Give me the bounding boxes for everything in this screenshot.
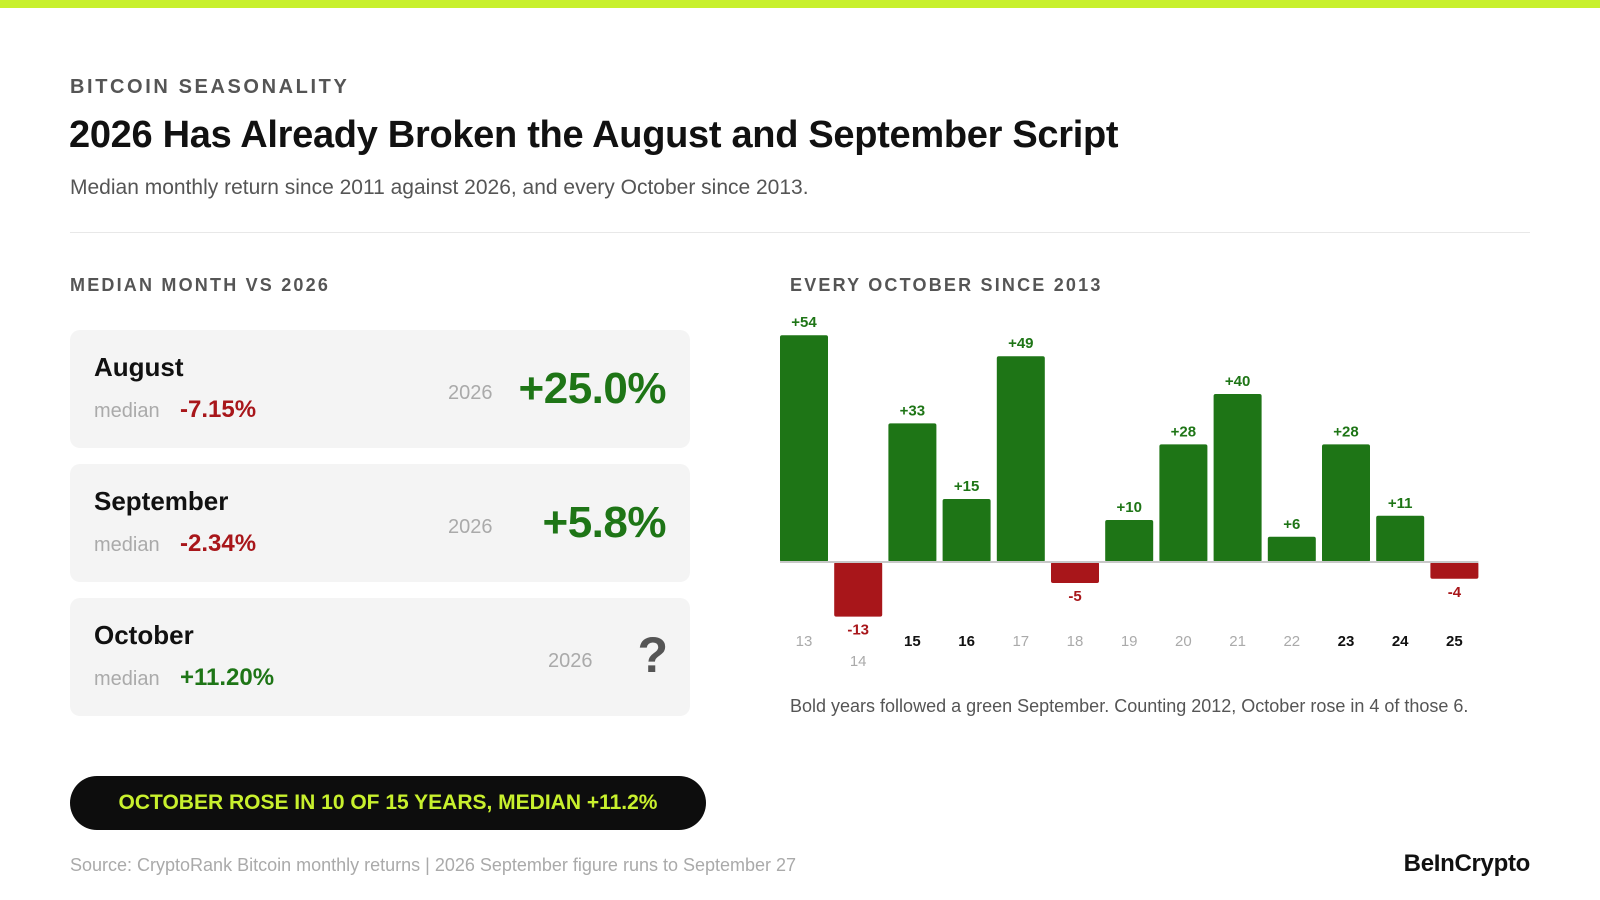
brand-logo: BeInCrypto: [1403, 850, 1531, 877]
top-accent-bar: [0, 0, 1600, 8]
card-month: September: [94, 486, 229, 516]
card-median-value: -2.34%: [180, 530, 257, 557]
card-august: August median -7.15% 2026 +25.0%: [70, 330, 690, 448]
bar-19: [1105, 520, 1154, 562]
data-label-13: +54: [791, 314, 817, 331]
tick-label-13: 13: [796, 633, 813, 650]
card-october: October median +11.20% 2026 ?: [70, 598, 690, 716]
month-cards: August median -7.15% 2026 +25.0% Septemb…: [70, 330, 690, 732]
card-2026-value: +25.0%: [518, 364, 667, 413]
tick-label-14: 14: [850, 653, 867, 670]
bar-20: [1159, 444, 1208, 562]
card-2026-value: +5.8%: [542, 498, 667, 547]
tick-label-17: 17: [1012, 633, 1029, 650]
data-label-19: +10: [1116, 499, 1141, 516]
eyebrow: BITCOIN SEASONALITY: [70, 76, 350, 98]
october-bar-chart: +54 13 -13 14 +33 15 +15 16 +49 17 -5 18 +10 19 +28 20 +…: [780, 314, 1479, 670]
bar-23: [1322, 444, 1370, 562]
data-label-14: -13: [847, 622, 869, 639]
bar-21: [1213, 394, 1262, 562]
source-note: Source: CryptoRank Bitcoin monthly retur…: [70, 855, 797, 875]
tick-label-19: 19: [1121, 633, 1138, 650]
card-year-label: 2026: [548, 650, 593, 672]
data-label-20: +28: [1171, 423, 1196, 440]
tick-label-25: 25: [1446, 633, 1463, 650]
divider: [70, 232, 1530, 233]
tick-label-20: 20: [1175, 633, 1192, 650]
tick-label-22: 22: [1283, 633, 1300, 650]
data-label-25: -4: [1448, 584, 1462, 601]
bar-13: [780, 335, 828, 562]
card-2026-unknown: ?: [637, 627, 668, 683]
page-title: 2026 Has Already Broken the August and S…: [69, 114, 1119, 156]
bar-25: [1430, 562, 1479, 579]
card-month: October: [94, 620, 194, 650]
data-label-21: +40: [1225, 373, 1250, 390]
page-subtitle: Median monthly return since 2011 against…: [70, 176, 809, 199]
card-year-label: 2026: [448, 516, 493, 538]
bar-16: [942, 499, 991, 562]
tick-label-18: 18: [1067, 633, 1084, 650]
tick-label-15: 15: [904, 633, 921, 650]
card-median-label: median: [94, 668, 160, 690]
card-median-label: median: [94, 534, 160, 556]
left-section-label: MEDIAN MONTH VS 2026: [70, 275, 331, 295]
data-label-24: +11: [1388, 495, 1413, 512]
bar-15: [888, 423, 937, 562]
chart-note: Bold years followed a green September. C…: [790, 696, 1469, 716]
card-median-value: +11.20%: [180, 664, 275, 691]
card-year-label: 2026: [448, 382, 493, 404]
right-section-label: EVERY OCTOBER SINCE 2013: [790, 275, 1103, 295]
bar-22: [1267, 536, 1316, 562]
data-label-16: +15: [954, 478, 979, 495]
tick-label-23: 23: [1338, 633, 1355, 650]
card-median-label: median: [94, 400, 160, 422]
data-label-22: +6: [1283, 516, 1300, 533]
bar-17: [996, 356, 1045, 562]
tick-label-16: 16: [958, 633, 975, 650]
card-september: September median -2.34% 2026 +5.8%: [70, 464, 690, 582]
tick-label-21: 21: [1229, 633, 1246, 650]
data-label-23: +28: [1333, 423, 1358, 440]
data-label-18: -5: [1068, 588, 1081, 605]
summary-pill: OCTOBER ROSE IN 10 OF 15 YEARS, MEDIAN +…: [70, 776, 706, 830]
bar-14: [834, 562, 883, 617]
card-month: August: [94, 352, 184, 382]
bar-18: [1051, 562, 1099, 583]
bar-24: [1376, 515, 1425, 562]
tick-label-24: 24: [1392, 633, 1409, 650]
data-label-15: +33: [900, 402, 925, 419]
card-median-value: -7.15%: [180, 396, 257, 423]
data-label-17: +49: [1008, 335, 1033, 352]
summary-pill-text: OCTOBER ROSE IN 10 OF 15 YEARS, MEDIAN +…: [118, 791, 658, 814]
